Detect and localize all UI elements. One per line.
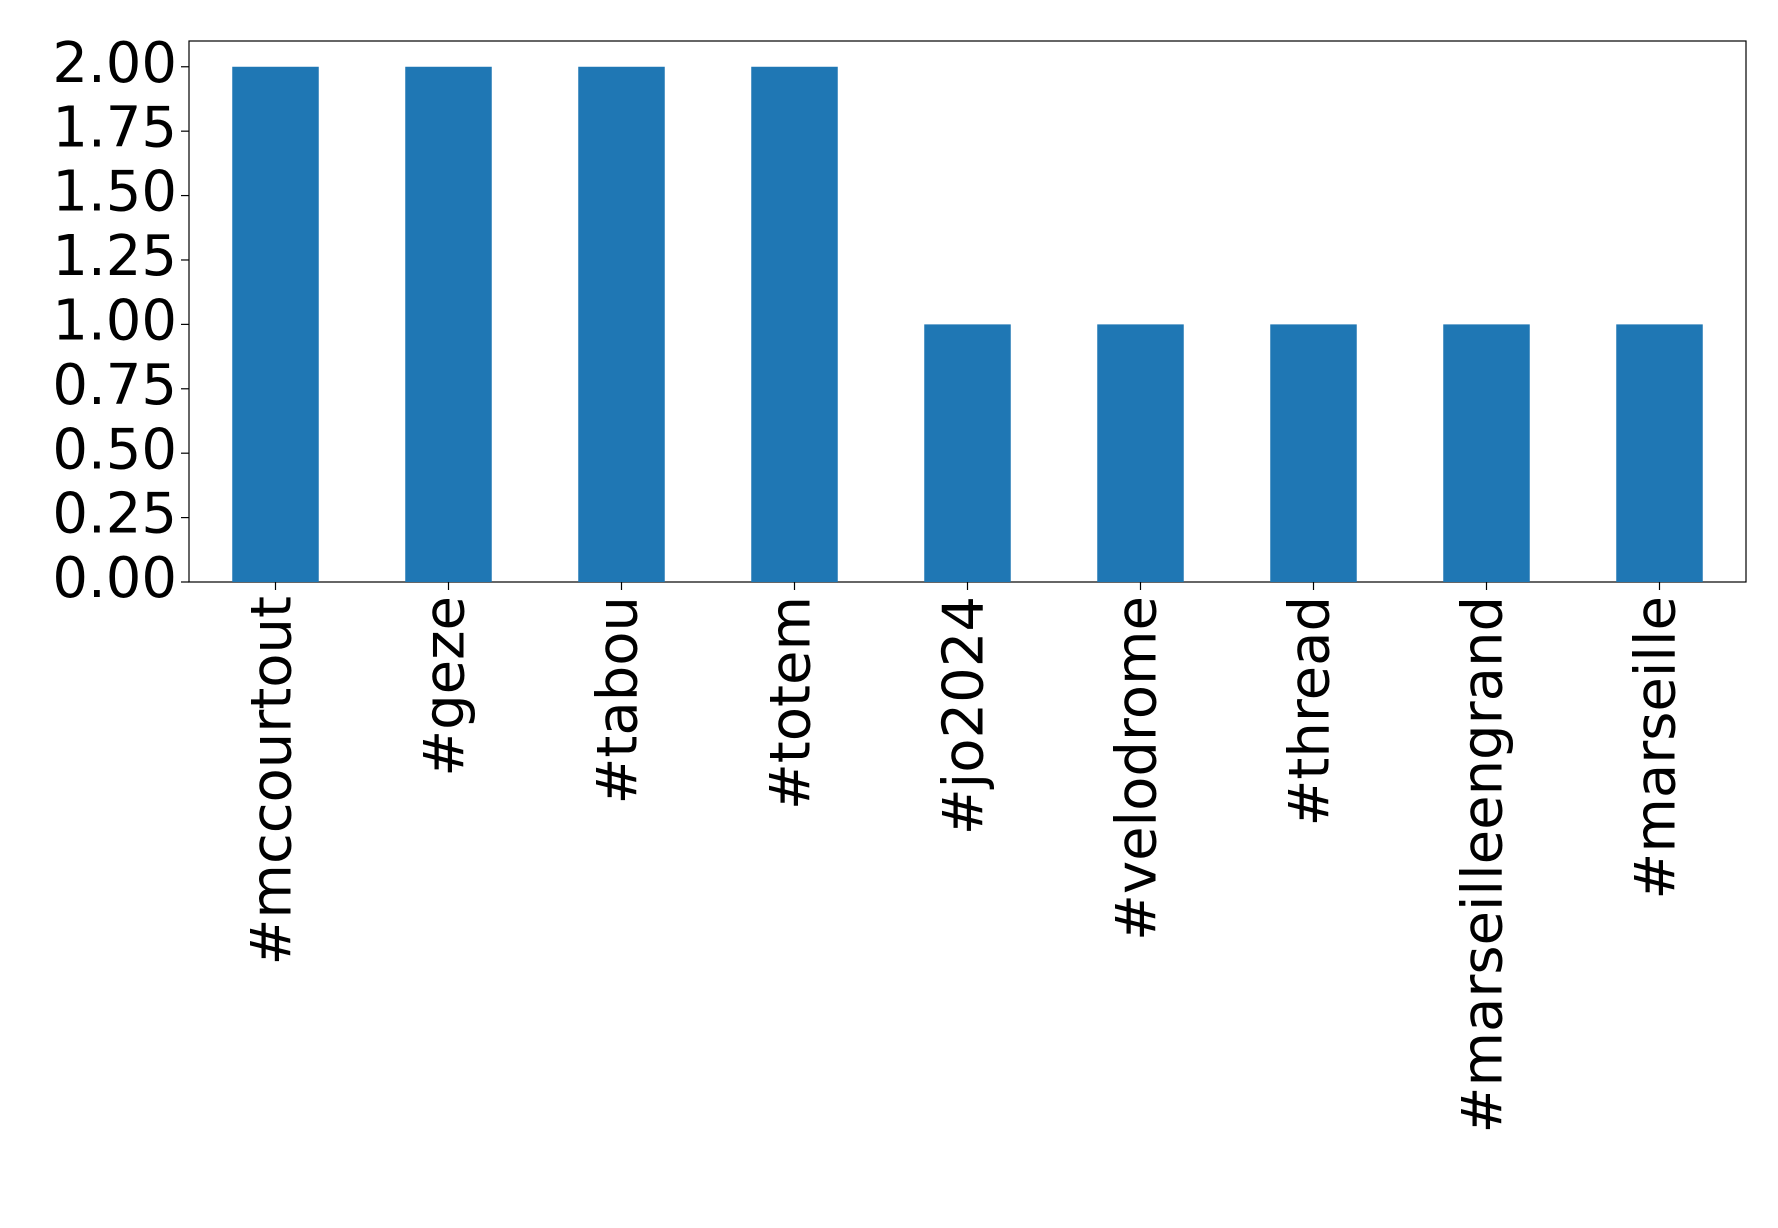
y-tick-label: 1.25: [52, 224, 177, 289]
bar: [1270, 324, 1357, 582]
bar: [578, 66, 665, 582]
x-tick-label: #thread: [1278, 596, 1343, 826]
bar: [232, 66, 319, 582]
y-tick-label: 1.50: [52, 160, 177, 225]
y-tick-label: 1.75: [52, 95, 177, 160]
y-tick-label: 0.75: [52, 353, 177, 418]
bar: [751, 66, 838, 582]
x-tick-label: #velodrome: [1105, 596, 1170, 941]
x-tick-label: #totem: [759, 596, 824, 810]
bar: [405, 66, 492, 582]
x-tick-label: #mccourtout: [240, 596, 305, 966]
bar: [1616, 324, 1703, 582]
y-tick-label: 1.00: [52, 289, 177, 354]
y-tick-label: 0.00: [52, 546, 177, 611]
x-tick-label: #marseilleengrand: [1451, 596, 1516, 1133]
bar: [1443, 324, 1530, 582]
y-tick-label: 0.25: [52, 482, 177, 547]
y-tick-label: 2.00: [52, 31, 177, 96]
y-tick-label: 0.50: [52, 417, 177, 482]
x-tick-label: #geze: [413, 596, 478, 777]
x-tick-label: #marseille: [1624, 596, 1689, 900]
x-tick-label: #jo2024: [932, 596, 997, 835]
bar: [1097, 324, 1184, 582]
bar: [924, 324, 1011, 582]
x-tick-label: #tabou: [586, 596, 651, 805]
